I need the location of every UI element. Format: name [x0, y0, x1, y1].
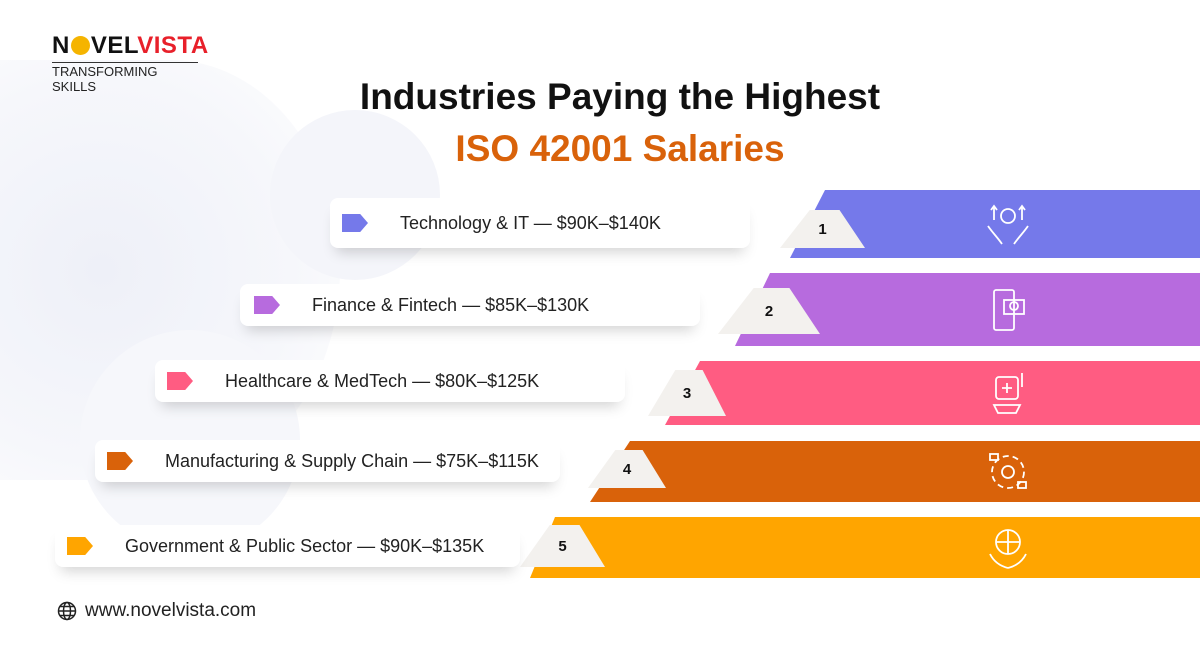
- page-title: Industries Paying the Highest: [359, 76, 881, 117]
- logo-text: N: [52, 32, 70, 59]
- industry-item: Healthcare & MedTech — $80K–$125K: [155, 360, 625, 402]
- rank-band-4: [590, 441, 1200, 502]
- medical-device-icon: [992, 373, 1023, 414]
- industry-item: Technology & IT — $90K–$140K: [330, 198, 750, 248]
- logo-text: VISTA: [137, 32, 209, 59]
- arrow-marker-icon: [67, 537, 93, 555]
- industry-label: Technology & IT — $90K–$140K: [400, 212, 661, 233]
- industry-label: Government & Public Sector — $90K–$135K: [125, 535, 485, 556]
- industry-label: Finance & Fintech — $85K–$130K: [312, 294, 590, 315]
- logo-text: VEL: [90, 32, 138, 59]
- industry-label: Healthcare & MedTech — $80K–$125K: [225, 370, 540, 391]
- industry-item: Manufacturing & Supply Chain — $75K–$115…: [95, 440, 560, 482]
- novelvista-logo: N VELVISTA TRANSFORMING SKILLS: [52, 32, 209, 94]
- rank-band-3: [665, 361, 1200, 425]
- industry-item: Finance & Fintech — $85K–$130K: [240, 284, 700, 326]
- rank-band-5: [530, 517, 1200, 578]
- page-subtitle: ISO 42001 Salaries: [455, 128, 785, 169]
- hands-gear-tech-icon: [987, 204, 1029, 245]
- arrow-marker-icon: [167, 372, 193, 390]
- public-sector-globe-icon: [989, 528, 1027, 569]
- globe-icon: [57, 601, 77, 621]
- arrow-marker-icon: [254, 296, 280, 314]
- supply-chain-icon: [989, 452, 1027, 489]
- industry-label: Manufacturing & Supply Chain — $75K–$115…: [165, 450, 539, 471]
- logo-tagline: TRANSFORMING SKILLS: [52, 62, 198, 94]
- arrow-marker-icon: [342, 214, 368, 232]
- website-link[interactable]: www.novelvista.com: [57, 600, 256, 622]
- industry-item: Government & Public Sector — $90K–$135K: [55, 525, 520, 567]
- medal-icon: [70, 36, 90, 55]
- background-circle: [270, 110, 440, 280]
- arrow-marker-icon: [107, 452, 133, 470]
- mobile-payment-icon: [993, 288, 1025, 331]
- rank-band-2: [735, 273, 1200, 346]
- website-url: www.novelvista.com: [85, 600, 257, 621]
